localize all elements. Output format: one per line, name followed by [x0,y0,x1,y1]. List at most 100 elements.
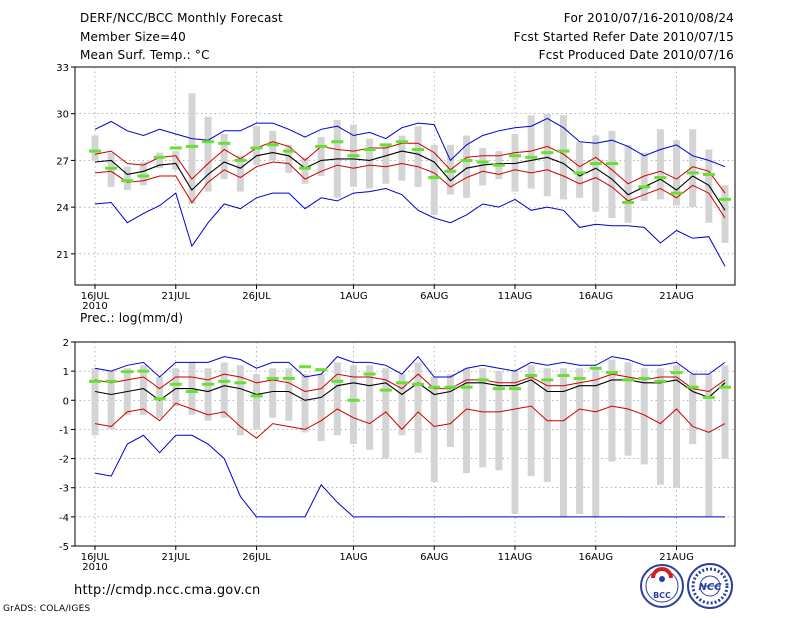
ensemble-box [382,368,390,459]
y-tick-label: -4 [59,513,69,524]
lower-variable-label: Prec.: log(mm/d) [80,311,184,325]
upper-line [94,141,726,194]
ensemble-box [398,374,406,436]
ensemble-box [333,362,341,436]
y-tick-label: -5 [59,542,69,553]
min-line [94,187,726,267]
ensemble-box [527,115,535,189]
chart-title: DERF/NCC/BCC Monthly Forecast [80,11,283,25]
y-tick-label: -1 [59,425,69,436]
ensemble-box [689,129,697,208]
ensemble-box [349,365,357,444]
ensemble-box [269,368,277,418]
x-tick-label: 16JUL [81,552,110,563]
ensemble-box [721,185,729,243]
x-tick-label: 26JUL [242,552,271,563]
ensemble-box [204,116,212,192]
ensemble-box [91,135,99,161]
ensemble-box [446,374,454,447]
source-url: http://cmdp.ncc.cma.gov.cn [74,583,261,598]
ensemble-box [220,133,228,180]
ensemble-box [285,368,293,421]
ensemble-box [285,144,293,173]
x-tick-label: 21AUG [659,291,694,302]
y-tick-label: -2 [59,455,69,466]
x-tick-label: 21JUL [161,552,190,563]
ensemble-box [253,126,261,166]
forecast-produced-date: Fcst Produced Date 2010/07/16 [538,48,734,62]
ensemble-box [91,368,99,436]
mean-line [94,379,726,401]
ensemble-box [673,365,681,488]
ensemble-box [430,144,438,215]
ensemble-box [656,129,664,200]
ensemble-box [172,151,180,170]
ensemble-box [398,135,406,181]
ensemble-box [705,374,713,517]
ensemble-box [317,374,325,442]
ensemble-box [576,368,584,514]
ensemble-box [689,374,697,444]
member-size-label: Member Size=40 [80,30,186,44]
x-tick-label: 1AUG [339,291,367,302]
ensemble-box [640,152,648,201]
y-tick-label: 24 [56,203,69,214]
ensemble-box [559,115,567,200]
ensemble-box [236,365,244,436]
y-tick-label: 33 [56,63,69,74]
x-tick-label: 26JUL [242,291,271,302]
ensemble-box [608,130,616,219]
ensemble-box [139,365,147,415]
y-tick-label: 30 [56,110,69,121]
plot-frame [74,341,736,547]
x-tick-label: 16AUG [578,552,613,563]
ensemble-box [220,362,228,418]
plot-frame [74,66,736,286]
ensemble-box [592,368,600,517]
x-tick-label: 11AUG [498,291,533,302]
ensemble-box [366,138,374,189]
ensemble-box [479,368,487,468]
x-tick-label: 21JUL [161,291,190,302]
ncc-logo-text: NCC [698,582,722,593]
bcc-logo: BCC [640,564,684,608]
x-tick-label: 21AUG [659,552,694,563]
ensemble-box [608,359,616,462]
ensemble-box [123,166,131,191]
max-line [94,355,726,378]
x-tick-label: 16AUG [578,291,613,302]
ncc-logo: NCC [687,563,733,609]
ensemble-box [463,368,471,474]
x-tick-label: 16JUL [81,291,110,302]
min-line [94,434,725,518]
ensemble-box [107,152,115,187]
grads-credit: GrADS: COLA/IGES [3,604,91,614]
ensemble-box [721,365,729,459]
ensemble-box [673,140,681,206]
forecast-started-date: Fcst Started Refer Date 2010/07/15 [513,30,734,44]
temperature-panel: 21 24 27 30 33 16JUL 21JUL 26JUL 1AUG 6AUG 11AUG 16… [56,63,736,312]
ensemble-box [253,374,261,430]
ensemble-box [188,93,196,205]
ensemble-box [479,147,487,186]
x-tick-label: 11AUG [498,552,533,563]
ensemble-box [463,135,471,198]
y-tick-label: -3 [59,484,69,495]
x-tick-label: 6AUG [420,552,448,563]
ensemble-box [172,368,180,407]
ensemble-box [382,144,390,184]
upper-line [94,373,726,393]
upper-variable-label: Mean Surf. Temp.: °C [80,48,210,62]
y-tick-label: 27 [56,156,69,167]
ensemble-box [366,365,374,450]
lower-line [94,161,726,219]
ensemble-box [543,368,551,482]
y-tick-label: 0 [63,396,69,407]
y-tick-label: 2 [63,338,69,349]
x-year-label: 2010 [82,562,107,573]
ensemble-box [592,135,600,212]
ensemble-box [527,365,535,477]
ensemble-box [511,371,519,514]
bcc-logo-text: BCC [653,591,671,600]
ensemble-box [640,368,648,465]
